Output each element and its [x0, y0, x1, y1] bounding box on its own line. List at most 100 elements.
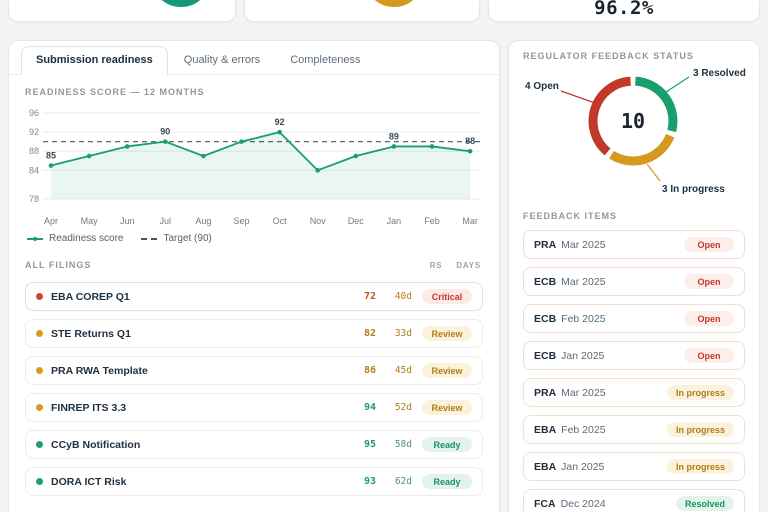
legend-target: Target (90): [141, 233, 212, 244]
summary-card-2: [244, 0, 480, 22]
status-dot-icon: [36, 293, 43, 300]
inprogress-annotation: 3 In progress: [662, 184, 725, 195]
svg-text:Jun: Jun: [120, 216, 135, 226]
status-dot-icon: [36, 367, 43, 374]
svg-text:92: 92: [275, 117, 285, 127]
legend-readiness: Readiness score: [27, 233, 123, 244]
svg-text:Apr: Apr: [44, 216, 58, 226]
feedback-date: Jan 2025: [561, 460, 605, 473]
readiness-chart: 96 92 88 84 78 85 90 92 89 88 Apr May Jun Jul Aug Sep Oc…: [29, 108, 481, 226]
feedback-date: Mar 2025: [561, 238, 606, 251]
readiness-title: READINESS SCORE — 12 MONTHS: [25, 87, 205, 97]
feedback-items-title: FEEDBACK ITEMS: [523, 211, 618, 221]
chart-legend: Readiness score Target (90): [25, 233, 483, 244]
svg-text:84: 84: [29, 165, 39, 175]
feedback-item-row[interactable]: FCA Dec 2024 Resolved: [523, 489, 745, 512]
feedback-status-badge: Open: [684, 311, 734, 326]
filing-status-badge: Ready: [422, 474, 472, 489]
filing-row[interactable]: FINREP ITS 3.3 94 52d Review: [25, 393, 483, 422]
svg-text:88: 88: [465, 136, 475, 146]
resolved-annotation: 3 Resolved: [693, 68, 746, 79]
svg-text:Oct: Oct: [273, 216, 288, 226]
status-dot-icon: [36, 478, 43, 485]
feedback-item-row[interactable]: ECB Mar 2025 Open: [523, 267, 745, 296]
legend-readiness-label: Readiness score: [49, 233, 124, 244]
svg-text:Dec: Dec: [348, 216, 365, 226]
filing-rs-value: 93: [363, 476, 376, 487]
feedback-item-row[interactable]: ECB Jan 2025 Open: [523, 341, 745, 370]
svg-text:May: May: [81, 216, 99, 226]
inprogress-leader-line: [646, 163, 661, 182]
resolved-leader-line: [665, 76, 690, 93]
feedback-status-badge: In progress: [666, 459, 734, 474]
feedback-item-row[interactable]: PRA Mar 2025 Open: [523, 230, 745, 259]
open-leader-line: [560, 90, 596, 104]
regulator-code: EBA: [534, 460, 557, 473]
status-dot-icon: [36, 404, 43, 411]
filing-row[interactable]: STE Returns Q1 82 33d Review: [25, 319, 483, 348]
filing-name: STE Returns Q1: [51, 327, 131, 340]
feedback-date: Jan 2025: [561, 349, 605, 362]
svg-text:Aug: Aug: [195, 216, 211, 226]
regulator-code: PRA: [534, 386, 557, 399]
regulator-code: ECB: [534, 275, 557, 288]
tab-completeness[interactable]: Completeness: [290, 54, 361, 66]
regulator-code: EBA: [534, 423, 557, 436]
filing-rs-value: 72: [363, 291, 376, 302]
filing-rs-value: 82: [363, 328, 376, 339]
filing-status-badge: Ready: [422, 437, 472, 452]
regulator-code: ECB: [534, 349, 557, 362]
feedback-item-row[interactable]: EBA Feb 2025 In progress: [523, 415, 745, 444]
filing-row[interactable]: PRA RWA Template 86 45d Review: [25, 356, 483, 385]
filing-days-value: 40d: [394, 291, 412, 302]
tabbar: Submission readiness Quality & errors Co…: [9, 41, 499, 75]
col-days: DAYS: [456, 261, 481, 270]
summary-card-1: [8, 0, 236, 22]
filing-status-badge: Review: [422, 326, 472, 341]
filing-status-badge: Critical: [422, 289, 472, 304]
feedback-date: Dec 2024: [560, 497, 606, 510]
filing-name: CCyB Notification: [51, 438, 141, 451]
status-dot-icon: [36, 441, 43, 448]
svg-text:Sep: Sep: [233, 216, 249, 226]
feedback-title: REGULATOR FEEDBACK STATUS: [523, 51, 694, 61]
feedback-status-badge: Resolved: [675, 496, 734, 511]
feedback-panel: REGULATOR FEEDBACK STATUS 4 Open 3 Resol…: [508, 40, 760, 512]
tab-quality-errors[interactable]: Quality & errors: [183, 54, 261, 66]
summary-card-3: 96.2%: [488, 0, 760, 22]
tab-submission-readiness[interactable]: Submission readiness: [21, 46, 168, 75]
svg-text:85: 85: [46, 151, 56, 161]
filing-row[interactable]: CCyB Notification 95 58d Ready: [25, 430, 483, 459]
svg-text:Mar: Mar: [462, 216, 478, 226]
readiness-section: READINESS SCORE — 12 MONTHS 96 92 88 84 78 85…: [9, 75, 499, 496]
feedback-status-badge: In progress: [666, 422, 734, 437]
feedback-item-row[interactable]: EBA Jan 2025 In progress: [523, 452, 745, 481]
svg-text:89: 89: [389, 131, 399, 141]
regulator-code: FCA: [534, 497, 556, 510]
filing-row[interactable]: DORA ICT Risk 93 62d Ready: [25, 467, 483, 496]
filing-days-value: 52d: [394, 402, 412, 413]
filing-row[interactable]: EBA COREP Q1 72 40d Critical: [25, 282, 483, 311]
filing-name: FINREP ITS 3.3: [51, 401, 127, 414]
feedback-item-row[interactable]: ECB Feb 2025 Open: [523, 304, 745, 333]
svg-text:92: 92: [29, 127, 39, 137]
feedback-items-list: PRA Mar 2025 Open ECB Mar 2025 Open ECB Feb 202…: [523, 230, 745, 512]
feedback-date: Mar 2025: [561, 275, 606, 288]
dash-marker-icon: [141, 237, 158, 240]
feedback-item-row[interactable]: PRA Mar 2025 In progress: [523, 378, 745, 407]
open-annotation: 4 Open: [525, 81, 559, 92]
svg-text:Jan: Jan: [387, 216, 402, 226]
filing-name: PRA RWA Template: [51, 364, 148, 377]
svg-text:Jul: Jul: [160, 216, 172, 226]
feedback-date: Mar 2025: [561, 386, 606, 399]
feedback-status-badge: Open: [684, 348, 734, 363]
status-dot-icon: [36, 330, 43, 337]
filings-list: EBA COREP Q1 72 40d Critical STE Returns Q1 8…: [25, 282, 483, 496]
filing-days-value: 45d: [394, 365, 412, 376]
submission-panel: Submission readiness Quality & errors Co…: [8, 40, 500, 512]
filing-name: EBA COREP Q1: [51, 290, 130, 303]
filings-title: ALL FILINGS: [25, 260, 92, 270]
donut-center-total: 10: [621, 109, 645, 133]
feedback-status-badge: In progress: [666, 385, 734, 400]
